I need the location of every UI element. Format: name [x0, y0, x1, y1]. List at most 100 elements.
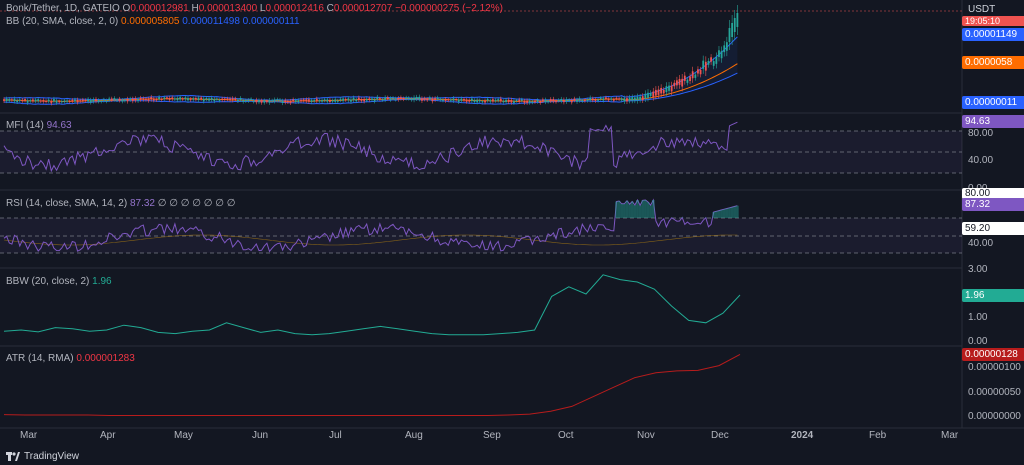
price-candle	[591, 98, 594, 101]
time-axis-label: Feb	[869, 430, 887, 441]
price-candle	[702, 60, 705, 69]
price-candle	[268, 100, 271, 103]
price-candle	[423, 98, 426, 100]
price-candle	[258, 100, 260, 103]
price-candle	[305, 99, 308, 102]
price-candle	[528, 100, 531, 103]
price-candle	[181, 98, 184, 100]
currency-label[interactable]: USDT	[968, 4, 996, 15]
rsi-legend[interactable]: RSI (14, close, SMA, 14, 2) 87.32 ∅ ∅ ∅ …	[6, 198, 235, 210]
price-candle	[357, 97, 360, 101]
price-candle	[189, 98, 192, 101]
price-candle	[331, 100, 334, 102]
price-candle	[342, 98, 344, 101]
price-candle	[363, 98, 366, 102]
price-candle	[108, 98, 111, 101]
change-value: −0.000000275 (−2.12%)	[395, 3, 503, 14]
price-candle	[376, 97, 379, 100]
price-candle	[418, 96, 421, 100]
price-candle	[455, 98, 458, 101]
price-candle	[431, 98, 434, 102]
price-candle	[26, 100, 29, 103]
price-candle	[534, 100, 536, 103]
price-candle	[641, 96, 644, 101]
price-candle	[586, 99, 589, 101]
price-candle	[581, 100, 584, 102]
price-candle	[202, 98, 205, 102]
price-candle	[216, 98, 218, 100]
price-candle	[415, 96, 418, 100]
bbw-tick-0: 0.00	[968, 336, 988, 347]
price-candle	[723, 45, 726, 53]
price-candle	[486, 98, 489, 101]
price-candle	[344, 98, 347, 101]
price-candle	[489, 100, 492, 102]
price-candle	[636, 96, 639, 101]
price-candle	[3, 99, 5, 102]
price-candle	[397, 98, 400, 100]
atr-legend[interactable]: ATR (14, RMA) 0.000001283	[6, 353, 135, 365]
mfi-line	[3, 121, 738, 173]
bb-upper-line	[4, 36, 738, 101]
price-candle	[158, 96, 160, 100]
price-candle	[733, 18, 736, 32]
price-candle	[352, 97, 355, 101]
price-candle	[665, 86, 668, 93]
price-candle	[562, 99, 565, 103]
price-candle	[513, 101, 515, 103]
price-candle	[105, 100, 108, 102]
price-candle	[294, 100, 297, 102]
price-candle	[386, 97, 389, 99]
atr-value: 0.000001283	[76, 353, 135, 364]
price-candle	[681, 78, 684, 87]
high-value: 0.000013400	[198, 3, 258, 14]
price-candle	[244, 100, 247, 102]
price-candle	[510, 99, 513, 103]
price-candle	[81, 99, 84, 102]
price-candle	[76, 99, 79, 103]
time-axis-label: Nov	[637, 430, 655, 441]
price-candle	[321, 100, 323, 102]
atr-line	[3, 353, 741, 416]
price-candle	[32, 99, 34, 102]
price-candle	[442, 99, 444, 101]
price-candle	[194, 97, 197, 100]
price-candle	[633, 97, 636, 101]
price-candle	[657, 89, 660, 95]
price-candle	[578, 98, 581, 101]
time-axis-label: Mar	[20, 430, 38, 441]
bb-upper-badge: 0.00001149	[962, 28, 1024, 41]
mfi-legend[interactable]: MFI (14) 94.63	[6, 120, 72, 132]
price-candle	[213, 98, 216, 102]
price-candle	[281, 100, 284, 103]
bb-lower-line	[3, 72, 738, 105]
price-candle	[237, 99, 239, 102]
price-candle	[602, 98, 605, 101]
price-candle	[484, 100, 486, 103]
mfi-value: 94.63	[46, 120, 72, 131]
price-candle	[649, 92, 652, 96]
price-candle	[426, 98, 429, 101]
rsi-ma-line	[3, 234, 738, 246]
price-candle	[652, 91, 655, 97]
price-candle	[628, 97, 631, 101]
price-candle	[410, 98, 413, 101]
price-candle	[389, 98, 392, 101]
tradingview-logo[interactable]: TradingView	[6, 451, 79, 462]
rsi-overbought-badge: 80.00	[962, 188, 1024, 199]
mfi-title: MFI (14)	[6, 120, 44, 131]
price-candle	[439, 98, 442, 101]
price-candle	[610, 98, 613, 100]
price-candle	[192, 98, 195, 100]
bbw-value: 1.96	[92, 276, 112, 287]
price-candle	[95, 98, 97, 102]
bb-lower-value: 0.000000111	[242, 16, 300, 27]
symbol-legend[interactable]: Bonk/Tether, 1D, GATEIO O0.000012981 H0.…	[6, 3, 503, 15]
bbw-tick-3: 3.00	[968, 264, 988, 275]
price-candle	[13, 98, 16, 102]
bbw-legend[interactable]: BBW (20, close, 2) 1.96	[6, 276, 112, 288]
time-axis-label: Apr	[100, 430, 116, 441]
price-candle	[265, 101, 268, 103]
bb-legend[interactable]: BB (20, SMA, close, 2, 0) 0.000005805 0.…	[6, 16, 300, 28]
